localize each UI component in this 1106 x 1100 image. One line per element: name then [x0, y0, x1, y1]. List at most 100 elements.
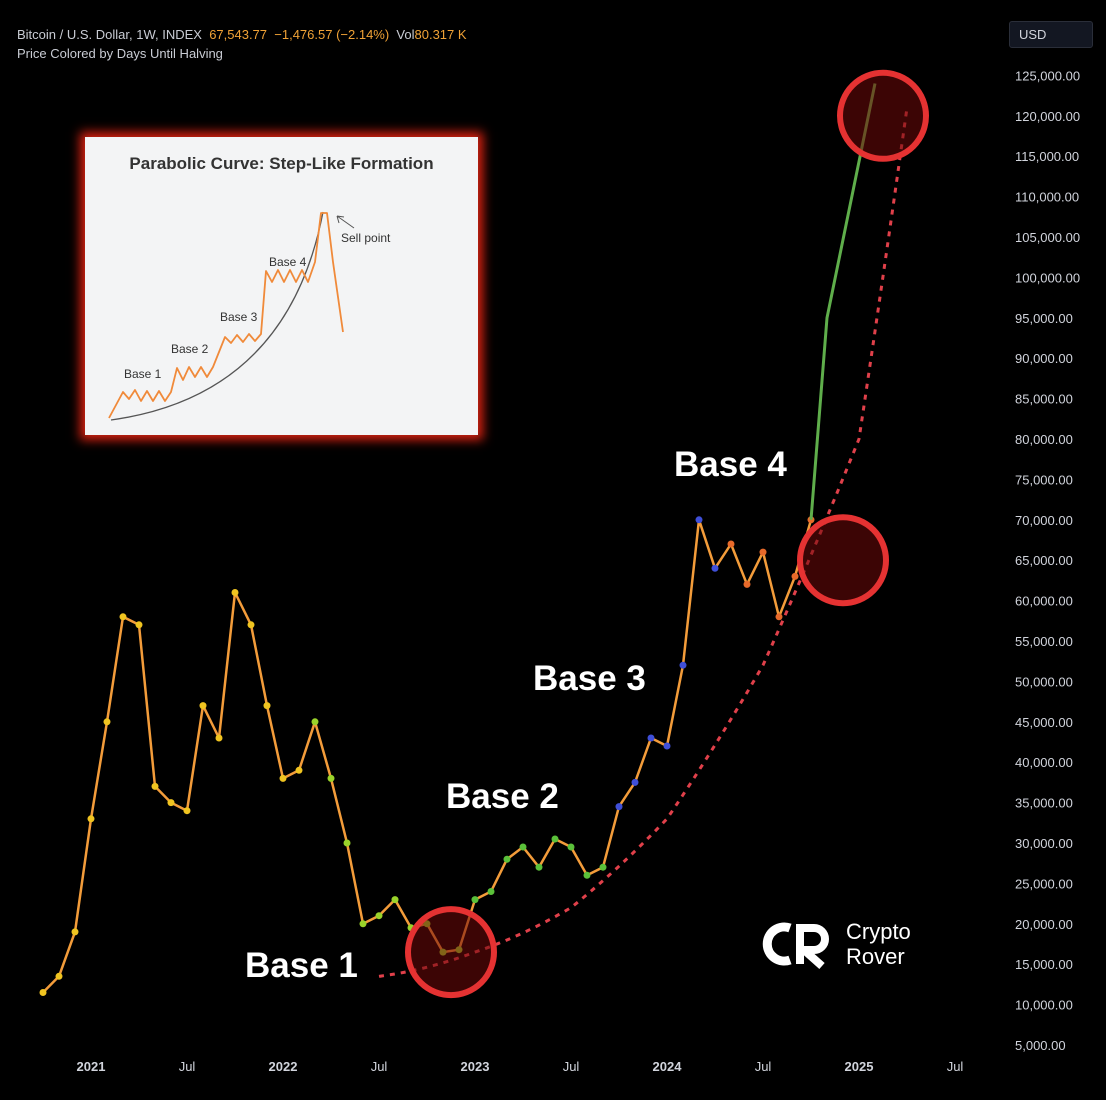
price-point: [199, 702, 207, 710]
price-point: [695, 516, 703, 524]
y-tick-label: 75,000.00: [1015, 472, 1073, 487]
price-point: [663, 742, 671, 750]
price-point: [279, 774, 287, 782]
x-tick-label: 2024: [653, 1059, 683, 1074]
price-point: [775, 613, 783, 621]
price-point: [215, 734, 223, 742]
price-point: [567, 843, 575, 851]
y-tick-label: 15,000.00: [1015, 957, 1073, 972]
price-point: [631, 778, 639, 786]
inset-curve: [110, 211, 324, 421]
x-tick-label: Jul: [947, 1059, 964, 1074]
y-tick-label: 55,000.00: [1015, 634, 1073, 649]
x-tick-label: 2021: [77, 1059, 106, 1074]
price-point: [167, 799, 175, 807]
parabolic-curve-inset: Parabolic Curve: Step-Like Formation Bas…: [85, 137, 478, 435]
y-tick-label: 95,000.00: [1015, 311, 1073, 326]
price-point: [615, 803, 623, 811]
x-axis: 2021 Jul 2022 Jul 2023 Jul 2024 Jul 2025 Jul: [77, 1059, 964, 1074]
price-point: [135, 621, 143, 629]
price-point: [759, 548, 767, 556]
x-tick-label: Jul: [563, 1059, 580, 1074]
recent-price-bars: [809, 83, 877, 520]
price-point: [151, 782, 159, 790]
price-point: [343, 839, 351, 847]
highlight-circle: [797, 514, 889, 607]
price-point: [103, 718, 111, 726]
price-point: [647, 734, 655, 742]
inset-label-sell-point: Sell point: [341, 231, 391, 245]
logo-text: Crypto Rover: [846, 919, 911, 969]
parabolic-trend-curve: [378, 107, 909, 978]
last-price: 67,543.77: [209, 27, 268, 42]
price-point: [727, 540, 735, 548]
y-axis: 5,000.00 10,000.00 15,000.00 20,000.00 25,00…: [1015, 68, 1080, 1053]
price-change: −1,476.57 (−2.14%): [274, 27, 390, 42]
price-point: [55, 972, 63, 980]
price-point: [519, 843, 527, 851]
y-tick-label: 70,000.00: [1015, 513, 1073, 528]
price-point: [711, 564, 719, 572]
y-tick-label: 110,000.00: [1015, 190, 1079, 205]
annotation-base-2: Base 2: [446, 777, 559, 816]
price-point: [71, 928, 79, 936]
y-tick-label: 50,000.00: [1015, 674, 1073, 689]
price-point: [231, 589, 239, 596]
price-point: [791, 572, 799, 580]
inset-label-base-4: Base 4: [269, 255, 307, 269]
y-tick-label: 85,000.00: [1015, 392, 1073, 407]
y-tick-label: 25,000.00: [1015, 876, 1073, 891]
price-point: [471, 896, 479, 904]
price-point: [503, 855, 511, 863]
y-tick-label: 115,000.00: [1015, 149, 1079, 164]
price-point: [583, 871, 591, 879]
price-point: [391, 896, 399, 904]
price-point: [295, 766, 303, 774]
inset-title: Parabolic Curve: Step-Like Formation: [129, 154, 434, 173]
x-tick-label: Jul: [755, 1059, 772, 1074]
y-tick-label: 90,000.00: [1015, 351, 1073, 366]
logo-line-2: Rover: [846, 944, 905, 969]
recent-price-segment: [809, 83, 877, 520]
price-point: [311, 718, 319, 726]
x-tick-label: 2022: [269, 1059, 298, 1074]
price-point: [87, 815, 95, 823]
y-tick-label: 105,000.00: [1015, 230, 1080, 245]
y-tick-label: 65,000.00: [1015, 553, 1073, 568]
inset-diagram: [108, 211, 355, 421]
price-point: [375, 912, 383, 920]
y-tick-label: 60,000.00: [1015, 594, 1073, 609]
price-point: [327, 774, 335, 782]
inset-price-line: [108, 212, 344, 419]
volume-label: Vol: [396, 27, 415, 42]
y-tick-label: 100,000.00: [1015, 270, 1080, 285]
sell-point-arrow: [336, 215, 355, 229]
x-tick-label: 2025: [845, 1059, 874, 1074]
logo-line-1: Crypto: [846, 919, 911, 944]
y-tick-label: 35,000.00: [1015, 796, 1073, 811]
highlight-circle: [837, 69, 929, 162]
price-point: [551, 835, 559, 843]
y-tick-label: 10,000.00: [1015, 998, 1073, 1013]
price-point: [39, 989, 47, 996]
price-point: [679, 661, 687, 669]
price-point: [263, 702, 271, 710]
price-point: [535, 863, 543, 871]
x-tick-label: Jul: [179, 1059, 196, 1074]
y-tick-label: 120,000.00: [1015, 109, 1080, 124]
price-point: [247, 621, 255, 629]
crypto-rover-logo: [762, 922, 829, 969]
y-tick-label: 5,000.00: [1015, 1038, 1066, 1053]
price-point: [359, 920, 367, 928]
x-tick-label: 2023: [461, 1059, 490, 1074]
indicator-label: Price Colored by Days Until Halving: [17, 46, 223, 61]
currency-button[interactable]: USD: [1009, 21, 1093, 48]
price-point: [119, 613, 127, 621]
price-point: [743, 580, 751, 588]
highlight-circles: [405, 69, 929, 999]
highlight-circle: [405, 906, 497, 999]
y-tick-label: 80,000.00: [1015, 432, 1073, 447]
volume-value: 80.317 K: [414, 27, 467, 42]
y-tick-label: 40,000.00: [1015, 755, 1073, 770]
